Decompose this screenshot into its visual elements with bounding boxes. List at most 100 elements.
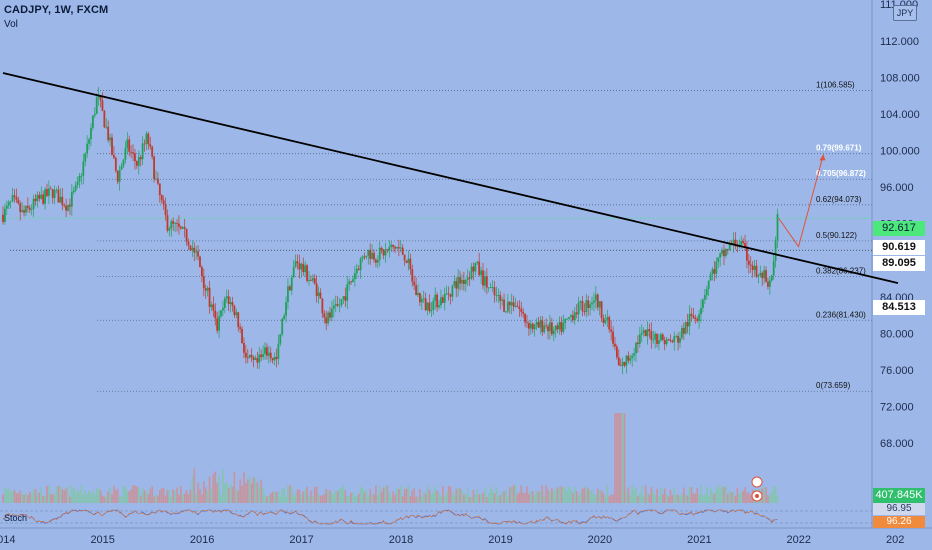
volume-bar	[683, 487, 685, 503]
candle-body	[390, 244, 393, 248]
candle-body	[570, 315, 572, 318]
candle-body	[233, 305, 236, 316]
candle-body	[195, 251, 198, 253]
volume-bar	[417, 496, 419, 503]
candle-body	[212, 304, 215, 311]
volume-bar	[218, 475, 220, 503]
candle-body	[516, 305, 519, 307]
candle-body	[78, 175, 81, 182]
volume-bar	[617, 413, 620, 503]
volume-bar	[514, 485, 517, 503]
candle-body	[441, 297, 444, 303]
candle-body	[197, 251, 199, 257]
candle-body	[28, 207, 31, 210]
volume-bar	[466, 488, 469, 503]
candle-body	[225, 296, 228, 299]
candle-body	[185, 228, 188, 242]
volume-bar	[436, 490, 438, 503]
candle-body	[105, 126, 108, 128]
candle-body	[67, 204, 69, 211]
volume-bar	[153, 496, 155, 503]
candle-body	[202, 276, 205, 289]
x-tick-label: 202	[886, 534, 904, 546]
candle-body	[7, 202, 10, 206]
volume-bar	[350, 492, 352, 503]
candle-body	[329, 312, 331, 318]
volume-bar	[633, 489, 635, 503]
volume-bar	[440, 495, 442, 503]
candle-body	[40, 194, 43, 199]
candle-body	[503, 299, 505, 312]
candle-body	[375, 259, 377, 263]
candle-body	[111, 137, 113, 155]
candle-body	[589, 304, 592, 309]
candle-body	[9, 201, 12, 203]
candle-body	[686, 322, 689, 327]
y-tick-label: 80.000	[880, 328, 914, 340]
volume-bar	[180, 485, 182, 503]
volume-bar	[9, 491, 12, 503]
candle-body	[65, 205, 68, 211]
volume-bar	[732, 492, 735, 503]
candle-body	[134, 153, 136, 162]
candle-body	[707, 280, 710, 290]
stoch-legend-label[interactable]: Stoch	[4, 513, 28, 523]
candle-body	[629, 357, 632, 361]
candle-body	[510, 302, 513, 306]
candle-body	[76, 181, 79, 186]
candle-body	[55, 189, 58, 191]
volume-bar	[776, 495, 779, 503]
candle-body	[529, 323, 532, 329]
volume-bar	[260, 479, 262, 503]
candle-body	[415, 285, 417, 296]
volume-bar	[32, 489, 35, 503]
candle-body	[581, 301, 584, 312]
volume-bar	[224, 483, 226, 503]
volume-bar	[174, 490, 176, 503]
volume-bar	[317, 493, 320, 503]
candle-body	[698, 314, 701, 321]
volume-bar	[564, 486, 567, 503]
candle-body	[168, 228, 171, 231]
candle-body	[88, 139, 90, 144]
candle-body	[679, 337, 681, 343]
volume-bar	[723, 487, 725, 503]
candle-body	[652, 339, 655, 341]
symbol-title[interactable]: CADJPY, 1W, FXCM	[4, 4, 109, 16]
candle-body	[451, 285, 454, 297]
candle-body	[296, 261, 299, 264]
candle-body	[476, 261, 479, 263]
volume-bar	[748, 492, 750, 503]
candle-body	[409, 258, 412, 270]
candle-body	[520, 309, 523, 312]
candle-body	[23, 210, 25, 213]
volume-bar	[574, 487, 576, 503]
volume-bar	[11, 490, 14, 503]
candle-body	[359, 258, 362, 271]
volume-bar	[598, 491, 601, 503]
volume-bar	[256, 482, 259, 503]
candle-body	[220, 310, 222, 317]
volume-bar	[445, 491, 448, 503]
volume-bar	[323, 494, 326, 503]
candle-body	[642, 330, 645, 333]
volume-bar	[17, 493, 20, 503]
trendline	[2, 72, 899, 284]
volume-bar	[327, 490, 329, 503]
candle-body	[248, 354, 251, 358]
volume-legend-label[interactable]: Vol	[4, 19, 18, 30]
candle-body	[617, 357, 620, 366]
candle-body	[113, 154, 115, 158]
candle-body	[254, 358, 257, 360]
volume-bar	[451, 491, 454, 503]
volume-bar	[373, 494, 375, 503]
stoch-k-tag: 96.95	[873, 503, 925, 515]
candle-body	[38, 194, 41, 199]
candle-body	[562, 322, 565, 332]
candle-body	[91, 115, 94, 128]
volume-bar	[378, 485, 381, 503]
currency-badge[interactable]: JPY	[893, 5, 917, 21]
candle-body	[495, 295, 498, 296]
volume-bar	[426, 485, 429, 503]
